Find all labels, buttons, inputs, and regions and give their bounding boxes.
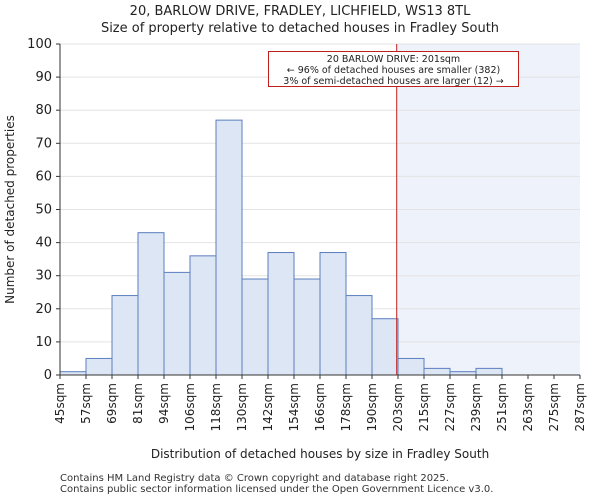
x-tick-label: 106sqm [183,383,197,431]
x-tick-label: 287sqm [573,383,587,431]
x-tick-label: 69sqm [105,383,119,424]
x-tick-label: 203sqm [391,383,405,431]
y-tick-label: 70 [35,136,52,151]
chart-title-line2: Size of property relative to detached ho… [100,21,500,36]
y-tick-label: 0 [44,368,52,383]
x-tick-label: 251sqm [495,383,509,431]
bar-106sqm [189,255,217,376]
bar-239sqm [475,367,503,376]
x-tick-label: 45sqm [53,383,67,424]
x-tick-label: 275sqm [547,383,561,431]
y-axis-title: Number of detached properties [3,115,17,304]
bar-215sqm [423,367,451,376]
bar-94sqm [163,271,191,376]
bar-166sqm [319,252,347,376]
bar-203sqm [397,357,425,376]
bar-57sqm [85,357,113,376]
footer-line2: Contains public sector information licen… [60,484,494,495]
x-tick-label: 57sqm [79,383,93,424]
x-tick-label: 263sqm [521,383,535,431]
y-tick-label: 50 [35,203,52,218]
x-tick-label: 118sqm [209,383,223,431]
y-tick-label: 20 [35,302,52,317]
marker-annotation-box: 20 BARLOW DRIVE: 201sqm ← 96% of detache… [268,51,519,87]
bar-69sqm [111,295,139,376]
y-tick-label: 90 [35,70,52,85]
x-tick-label: 178sqm [339,383,353,431]
y-tick-label: 40 [35,236,52,251]
x-tick-label: 166sqm [313,383,327,431]
bar-190sqm [371,318,399,376]
x-tick-label: 239sqm [469,383,483,431]
bar-118sqm [215,119,243,376]
x-tick-label: 142sqm [261,383,275,431]
footer-line1: Contains HM Land Registry data © Crown c… [60,473,449,484]
annotation-line2: ← 96% of detached houses are smaller (38… [286,65,501,76]
x-tick-label: 215sqm [417,383,431,431]
y-tick-label: 10 [35,335,52,350]
histogram-chart: 0 10 20 30 40 50 60 70 80 90 100 45sqm 57sqm 69sqm 81s… [3,37,587,461]
y-tick-label: 30 [35,269,52,284]
x-tick-label: 94sqm [157,383,171,424]
y-tick-label: 80 [35,103,52,118]
x-tick-label: 130sqm [235,383,249,431]
x-tick-label: 81sqm [131,383,145,424]
x-tick-label: 227sqm [443,383,457,431]
bar-81sqm [137,232,165,376]
x-tick-label: 154sqm [287,383,301,431]
x-axis-title: Distribution of detached houses by size … [151,447,489,461]
x-tick-label: 190sqm [365,383,379,431]
bar-178sqm [345,295,373,376]
bar-142sqm [267,252,295,376]
y-tick-label: 100 [27,37,52,52]
annotation-line1: 20 BARLOW DRIVE: 201sqm [326,54,461,65]
bar-154sqm [293,278,321,376]
annotation-line3: 3% of semi-detached houses are larger (1… [283,76,504,87]
bar-130sqm [241,278,269,376]
chart-title-line1: 20, BARLOW DRIVE, FRADLEY, LICHFIELD, WS… [129,4,471,19]
y-tick-label: 60 [35,169,52,184]
